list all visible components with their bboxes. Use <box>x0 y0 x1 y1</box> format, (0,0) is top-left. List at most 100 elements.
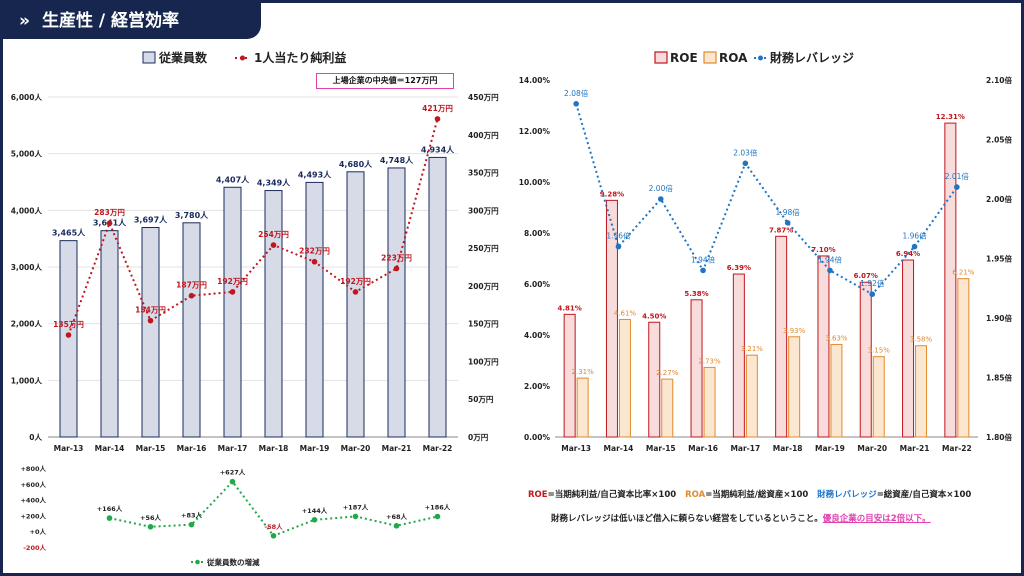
y2-tick-label: 200万円 <box>468 282 499 291</box>
income-label: 283万円 <box>94 208 125 217</box>
employee-bar-label: 4,493人 <box>298 169 332 179</box>
lev-y-tick-label: 2.10倍 <box>986 75 1013 85</box>
roe-x-tick-label: Mar-13 <box>561 444 591 453</box>
delta-point <box>147 523 154 530</box>
roa-bar-label: 4.61% <box>614 309 637 317</box>
delta-point <box>270 532 277 539</box>
roe-y-tick-label: 2.00% <box>524 382 551 391</box>
roe-x-tick-label: Mar-22 <box>942 444 972 453</box>
lev-y-tick-label: 1.95倍 <box>986 254 1013 264</box>
delta-legend-label: 従業員数の増減 <box>206 557 260 567</box>
employee-bar <box>141 227 160 438</box>
income-line <box>67 118 439 336</box>
leverage-label: 1.92倍 <box>860 278 885 288</box>
roe-bar-label: 12.31% <box>936 113 965 121</box>
x-tick-label: Mar-13 <box>54 444 84 453</box>
roe-x-tick-label: Mar-17 <box>730 444 760 453</box>
employee-bar <box>100 230 119 438</box>
leverage-note: 財務レバレッジは低いほど借入に頼らない経営をしているということ。優良企業の目安は… <box>551 512 931 524</box>
roe-bar-label: 4.50% <box>642 312 666 320</box>
roe-formula-text: =当期純利益/自己資本比率×100 <box>547 490 677 500</box>
leverage-label: 1.94倍 <box>818 254 843 264</box>
income-label: 421万円 <box>422 104 453 113</box>
income-point <box>393 265 400 272</box>
roa-bar-label: 3.63% <box>825 334 848 342</box>
leverage-point <box>827 267 833 274</box>
roe-bar-label: 6.07% <box>854 272 878 280</box>
leverage-formula-text: =総資産/自己資本×100 <box>876 490 972 500</box>
income-point <box>270 242 277 248</box>
employee-bar <box>223 186 242 438</box>
delta-label: +186人 <box>425 503 451 512</box>
income-label: 135万円 <box>53 320 84 329</box>
legend-bar-label: 従業員数 <box>158 50 208 65</box>
lev-y-tick-label: 1.80倍 <box>986 432 1013 442</box>
roe-bar <box>859 281 872 438</box>
roe-bar <box>563 313 576 438</box>
x-tick-label: Mar-17 <box>218 444 248 453</box>
y2-tick-label: 300万円 <box>468 206 499 215</box>
roa-bar <box>830 343 843 438</box>
roe-y-tick-label: 14.00% <box>519 76 551 85</box>
y2-tick-label: 0万円 <box>468 433 489 442</box>
roa-bar <box>576 377 589 438</box>
delta-label: +83人 <box>181 511 202 520</box>
income-point <box>147 317 154 324</box>
delta-point <box>393 523 400 529</box>
leverage-label: 2.00倍 <box>649 183 674 193</box>
leverage-point <box>573 101 579 107</box>
y-tick-label: 1,000人 <box>11 376 43 385</box>
income-label: 154万円 <box>135 306 166 315</box>
roa-bar <box>915 345 928 438</box>
leverage-point <box>784 220 791 226</box>
roe-bar <box>902 259 915 438</box>
delta-label: +187人 <box>343 502 369 511</box>
income-label: 232万円 <box>299 247 330 256</box>
legend-roe-swatch <box>654 51 668 64</box>
roe-y-tick-label: 4.00% <box>524 331 551 340</box>
roe-bar <box>690 299 703 438</box>
employee-bar-label: 3,697人 <box>134 215 168 225</box>
y-tick-label: 3,000人 <box>11 263 43 272</box>
income-point <box>229 289 236 295</box>
employee-bar <box>428 156 447 438</box>
roe-bar-label: 6.39% <box>727 264 751 272</box>
roe-x-tick-label: Mar-18 <box>773 444 803 453</box>
lev-y-tick-label: 2.00倍 <box>986 194 1013 204</box>
delta-label: +627人 <box>220 468 246 477</box>
roa-formula-text: =当期純利益/総資産×100 <box>705 490 809 500</box>
x-tick-label: Mar-18 <box>259 444 289 453</box>
delta-label: +56人 <box>140 513 161 522</box>
delta-point <box>352 513 359 520</box>
employee-bar-label: 4,748人 <box>380 155 414 165</box>
delta-point <box>229 478 236 485</box>
delta-y-tick-label: +0人 <box>30 527 47 536</box>
lev-y-tick-label: 1.85倍 <box>986 373 1013 383</box>
leverage-point <box>869 291 876 298</box>
roe-x-tick-label: Mar-20 <box>857 444 887 453</box>
income-label: 223万円 <box>381 254 412 263</box>
leverage-label: 2.08倍 <box>564 88 589 98</box>
income-point <box>106 220 113 226</box>
y-tick-label: 6,000人 <box>11 93 43 102</box>
roa-bar <box>872 356 885 438</box>
double-chevron-icon: » <box>19 11 30 31</box>
delta-y-tick-label: +200人 <box>20 511 46 520</box>
employee-bar <box>305 181 324 438</box>
y-tick-label: 2,000人 <box>11 320 43 329</box>
income-point <box>65 332 72 338</box>
x-tick-label: Mar-22 <box>423 444 453 453</box>
roe-bar <box>605 199 618 438</box>
delta-y-tick-label: +400人 <box>20 496 46 505</box>
employee-bar <box>346 171 365 438</box>
leverage-label: 2.03倍 <box>733 147 758 157</box>
y2-tick-label: 100万円 <box>468 357 499 366</box>
roe-x-tick-label: Mar-21 <box>900 444 930 453</box>
y2-tick-label: 250万円 <box>468 244 499 253</box>
employee-bar-label: 3,465人 <box>52 228 86 238</box>
roe-bar-label: 9.28% <box>600 190 624 198</box>
employee-bar-label: 4,407人 <box>216 174 250 184</box>
roe-bar-label: 6.94% <box>896 250 920 258</box>
leverage-label: 1.98倍 <box>776 207 801 217</box>
